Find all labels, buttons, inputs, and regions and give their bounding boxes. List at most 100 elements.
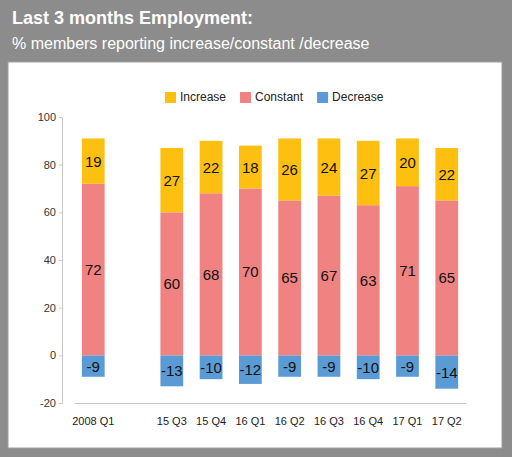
plot-area bbox=[82, 138, 458, 388]
x-axis-line bbox=[75, 403, 467, 404]
y-tick-mark bbox=[59, 355, 62, 356]
bar-segment bbox=[396, 138, 419, 186]
x-tick: 17 Q2 bbox=[432, 403, 462, 427]
legend-item: Decrease bbox=[317, 90, 384, 104]
data-label: 67 bbox=[321, 267, 338, 284]
legend: Increase Constant Decrease bbox=[165, 90, 384, 104]
y-tick: -20 bbox=[40, 397, 62, 409]
x-tick: 15 Q4 bbox=[196, 403, 226, 427]
data-label: 22 bbox=[438, 166, 455, 183]
bar-segment bbox=[318, 138, 341, 195]
y-tick-mark bbox=[59, 308, 62, 309]
x-tick: 2008 Q1 bbox=[72, 403, 114, 427]
legend-swatch bbox=[317, 92, 328, 103]
background bbox=[0, 0, 512, 457]
y-tick: 80 bbox=[44, 159, 62, 171]
panel bbox=[8, 62, 502, 448]
data-label: 72 bbox=[85, 261, 102, 278]
data-label: 27 bbox=[360, 165, 377, 182]
y-tick-label: 0 bbox=[50, 349, 56, 361]
bar-segment bbox=[200, 355, 223, 379]
data-label: 26 bbox=[281, 161, 298, 178]
chart: Last 3 months Employment: % members repor… bbox=[0, 0, 512, 457]
y-tick: 40 bbox=[44, 254, 62, 266]
bar-segment bbox=[318, 355, 341, 376]
y-tick-label: 20 bbox=[44, 302, 56, 314]
bar-segment bbox=[435, 200, 458, 355]
x-tick-label: 16 Q1 bbox=[235, 415, 265, 427]
data-label: -10 bbox=[357, 359, 379, 376]
y-tick-mark bbox=[59, 165, 62, 166]
x-tick: 16 Q1 bbox=[235, 403, 265, 427]
data-label: -14 bbox=[436, 364, 458, 381]
bar-segment bbox=[278, 138, 301, 200]
bar-segment bbox=[357, 355, 380, 379]
bar-segment bbox=[435, 148, 458, 200]
data-label: 68 bbox=[203, 266, 220, 283]
data-label: 24 bbox=[321, 159, 338, 176]
x-tick: 16 Q2 bbox=[275, 403, 305, 427]
y-axis: -20 0 20 40 60 80 100 bbox=[38, 111, 63, 409]
y-tick: 60 bbox=[44, 206, 62, 218]
subtitle: % members reporting increase/constant /d… bbox=[12, 35, 370, 52]
bar-segment bbox=[82, 184, 105, 356]
data-label: 19 bbox=[85, 153, 102, 170]
legend-swatch bbox=[165, 92, 176, 103]
x-tick-label: 15 Q3 bbox=[157, 415, 187, 427]
data-label: 22 bbox=[203, 159, 220, 176]
x-tick-label: 16 Q3 bbox=[314, 415, 344, 427]
y-tick-mark bbox=[59, 117, 62, 118]
y-axis-line bbox=[59, 118, 63, 404]
data-label: 27 bbox=[163, 172, 180, 189]
bar-segment bbox=[160, 355, 183, 386]
x-tick: 17 Q1 bbox=[392, 403, 422, 427]
bar-segment bbox=[82, 138, 105, 183]
y-tick-label: -20 bbox=[40, 397, 56, 409]
bar-segment bbox=[160, 148, 183, 212]
bar-segment bbox=[200, 141, 223, 193]
x-tick-label: 16 Q4 bbox=[353, 415, 383, 427]
bar-segment bbox=[82, 355, 105, 376]
y-tick-label: 40 bbox=[44, 254, 56, 266]
bar-segment bbox=[435, 355, 458, 388]
data-label: 65 bbox=[281, 269, 298, 286]
y-tick-mark bbox=[59, 403, 62, 404]
data-labels: -97219-136027-106822-127018-96526-96724-… bbox=[85, 153, 458, 381]
data-label: -9 bbox=[283, 358, 296, 375]
data-label: -10 bbox=[200, 359, 222, 376]
y-tick-mark bbox=[59, 212, 62, 213]
y-tick: 0 bbox=[50, 349, 62, 361]
data-label: 71 bbox=[399, 262, 416, 279]
data-label: 60 bbox=[163, 275, 180, 292]
bar-segment bbox=[357, 141, 380, 205]
bar-segment bbox=[318, 196, 341, 356]
legend-label: Increase bbox=[180, 90, 226, 104]
bar-segment bbox=[239, 189, 262, 356]
x-tick: 15 Q3 bbox=[157, 403, 187, 427]
bar-segment bbox=[357, 205, 380, 355]
legend-swatch bbox=[240, 92, 251, 103]
x-tick-label: 2008 Q1 bbox=[72, 415, 114, 427]
x-tick: 16 Q3 bbox=[314, 403, 344, 427]
x-tick-label: 17 Q2 bbox=[432, 415, 462, 427]
x-tick-label: 17 Q1 bbox=[392, 415, 422, 427]
data-label: -9 bbox=[401, 358, 414, 375]
x-tick: 16 Q4 bbox=[353, 403, 383, 427]
legend-item: Constant bbox=[240, 90, 304, 104]
legend-item: Increase bbox=[165, 90, 226, 104]
bar-segment bbox=[396, 186, 419, 355]
data-label: -9 bbox=[87, 358, 100, 375]
title: Last 3 months Employment: bbox=[12, 8, 253, 28]
y-tick-label: 80 bbox=[44, 159, 56, 171]
y-tick-label: 100 bbox=[38, 111, 56, 123]
x-tick-label: 15 Q4 bbox=[196, 415, 226, 427]
y-tick-mark bbox=[59, 260, 62, 261]
y-tick-label: 60 bbox=[44, 206, 56, 218]
data-label: 18 bbox=[242, 159, 259, 176]
bar-segment bbox=[278, 355, 301, 376]
bar-segment bbox=[239, 146, 262, 189]
bar-segment bbox=[396, 355, 419, 376]
data-label: -12 bbox=[240, 361, 262, 378]
legend-label: Decrease bbox=[332, 90, 384, 104]
data-label: 20 bbox=[399, 154, 416, 171]
